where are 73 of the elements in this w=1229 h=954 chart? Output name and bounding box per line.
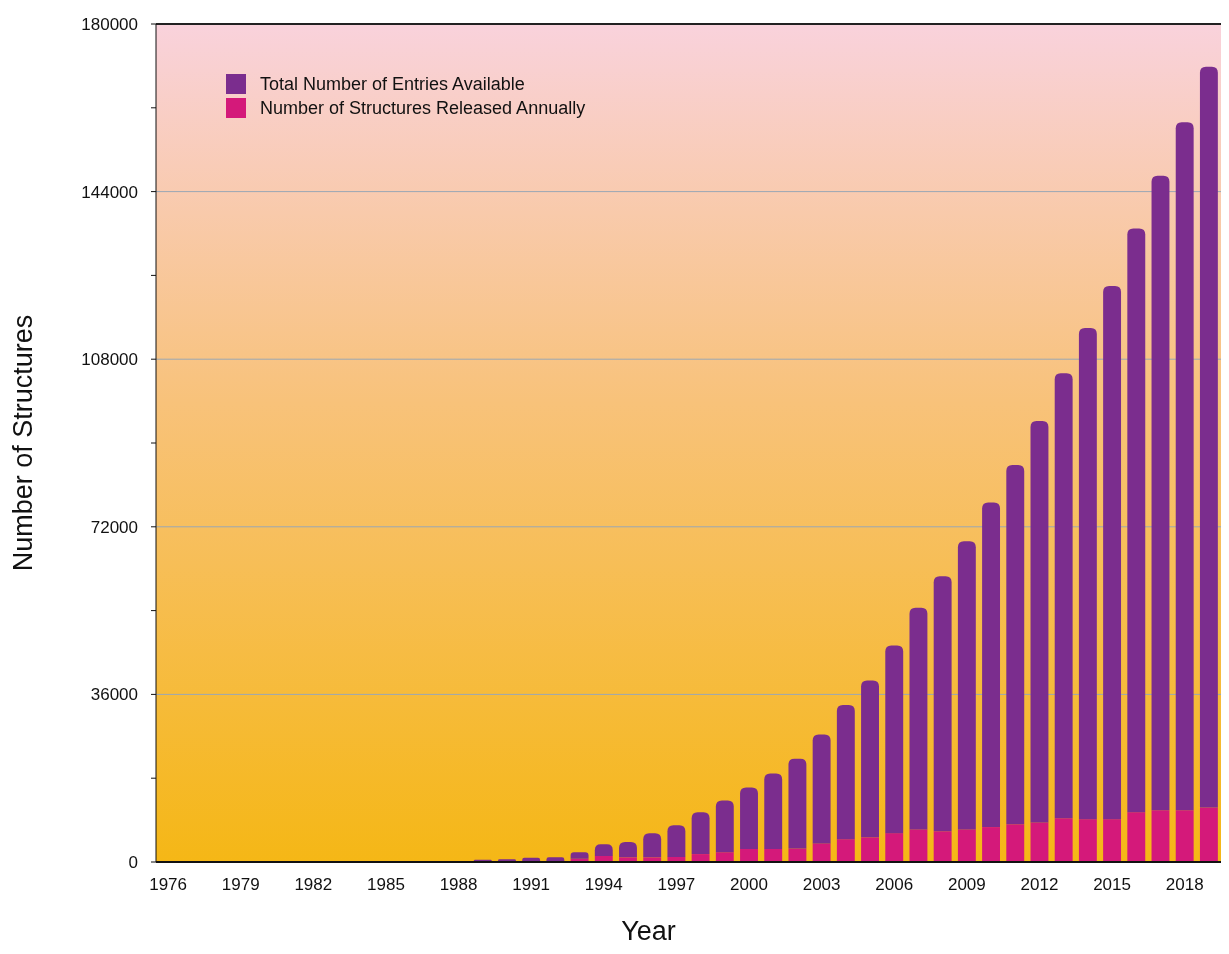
x-tick-label: 2009 [947,875,986,894]
bar [909,829,928,862]
x-tick-label: 2012 [1020,875,1059,894]
x-tick-label: 2000 [730,875,768,894]
y-tick-label: 0 [128,852,138,872]
bar [982,502,1001,828]
bar [933,576,952,832]
x-axis-title: Year [621,916,676,946]
bar [1030,822,1049,862]
bar [1103,819,1122,862]
bar [836,839,855,862]
bar [861,680,879,838]
bar [715,800,734,853]
bar [1175,122,1194,811]
x-tick-label: 1979 [221,875,260,894]
x-tick-label: 2018 [1165,875,1204,894]
bar [1078,328,1097,820]
bar [1127,812,1146,862]
y-tick-label: 108000 [81,350,138,370]
bar [1127,228,1146,813]
bar [788,758,807,849]
bar [1199,807,1218,862]
x-tick-label: 1988 [439,875,478,894]
y-tick-label: 144000 [81,182,138,202]
x-tick-label: 1991 [512,875,551,894]
bar [1175,810,1194,862]
bar [594,844,613,856]
legend-label: Total Number of Entries Available [260,74,525,95]
x-tick-label: 1976 [149,875,188,894]
x-tick-label: 1997 [657,875,696,894]
bar [812,734,831,844]
bar [764,773,783,849]
bar [764,848,783,862]
bar [1030,421,1049,823]
bar [836,705,855,840]
y-tick-label: 36000 [90,685,138,705]
bar [715,852,734,862]
y-axis-title: Number of Structures [8,314,38,572]
legend-label: Number of Structures Released Annually [260,98,586,119]
x-tick-label: 1994 [584,875,623,894]
bar [1054,818,1073,862]
bar [570,852,589,859]
bar [740,787,758,849]
bar [885,833,904,862]
bar [812,843,831,862]
x-tick-label: 1985 [367,875,405,894]
bar [1199,66,1218,808]
bar [1151,810,1170,862]
bar [885,645,904,834]
bar [788,848,807,862]
bar [643,833,662,858]
bar [619,841,637,858]
bar [957,541,976,830]
bar [691,812,710,855]
bar [933,831,952,862]
bar [1054,373,1073,819]
bar [1006,824,1025,862]
x-tick-label: 1982 [294,875,333,894]
bar [1006,464,1025,825]
bar [861,837,879,862]
x-tick-label: 2006 [875,875,914,894]
bar [1103,286,1122,820]
bar [1151,175,1170,811]
y-tick-label: 72000 [90,517,138,537]
x-tick-label: 2003 [802,875,841,894]
bar [740,848,758,862]
x-tick-label: 2015 [1093,875,1131,894]
bar [667,825,686,857]
bar [957,829,976,862]
bar [909,607,928,830]
y-tick-label: 180000 [81,14,138,34]
bar [982,827,1001,862]
bar [1078,819,1097,862]
